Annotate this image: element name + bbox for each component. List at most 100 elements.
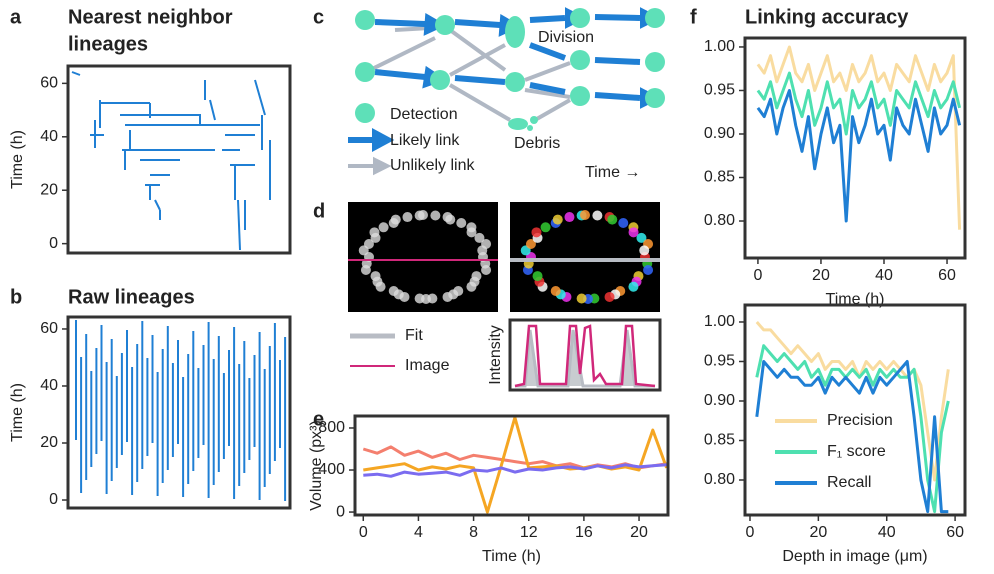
- x-tick-label: 8: [469, 524, 478, 541]
- y-axis-label: Volume (px³): [308, 420, 325, 511]
- y-tick-label: 60: [40, 320, 58, 337]
- cell: [576, 293, 587, 304]
- series-line: [756, 45, 962, 230]
- y-tick-label: 800: [318, 419, 345, 436]
- chart-title: Linking accuracy: [745, 6, 909, 28]
- time-arrow-label: Time →: [585, 164, 640, 181]
- x-axis-label: Depth in image (μm): [782, 548, 927, 565]
- y-tick-label: 1.00: [704, 313, 735, 330]
- cell: [618, 218, 629, 229]
- y-tick-label: 0.80: [704, 471, 735, 488]
- y-tick-label: 20: [40, 434, 58, 451]
- cell: [388, 285, 399, 296]
- cell: [550, 285, 561, 296]
- cell: [607, 214, 618, 225]
- cell: [363, 239, 374, 250]
- panel-label: b: [10, 286, 22, 308]
- y-tick-label: 40: [40, 377, 58, 394]
- y-tick-label: 0: [49, 491, 58, 508]
- axis-label: Intensity: [487, 325, 504, 385]
- y-tick-label: 40: [40, 128, 58, 145]
- likely-link-label: Likely link: [390, 132, 460, 149]
- y-tick-label: 20: [40, 181, 58, 198]
- y-tick-label: 0.85: [704, 432, 735, 449]
- cell: [369, 227, 380, 238]
- y-tick-label: 60: [40, 75, 58, 92]
- x-axis-label: Time (h): [482, 548, 541, 565]
- plot-frame: [66, 315, 292, 510]
- cell: [466, 281, 477, 292]
- x-tick-label: 20: [812, 267, 830, 284]
- cell: [481, 264, 492, 275]
- y-tick-label: 0.95: [704, 353, 735, 370]
- cell: [418, 210, 428, 220]
- cell: [474, 232, 485, 243]
- unlikely-link-label: Unlikely link: [390, 157, 475, 174]
- legend-label: Fit: [405, 327, 423, 344]
- x-tick-label: 40: [878, 524, 896, 541]
- series-line: [363, 463, 667, 478]
- cell: [414, 293, 425, 304]
- cell: [531, 227, 542, 238]
- tracking-diagram: [348, 7, 665, 176]
- plot-frame: [66, 64, 292, 255]
- x-tick-label: 0: [746, 524, 755, 541]
- fit-profile: [515, 329, 655, 388]
- cell: [604, 291, 615, 302]
- y-tick-label: 0.90: [704, 392, 735, 409]
- x-tick-label: 0: [359, 524, 368, 541]
- series-line: [755, 344, 950, 514]
- x-tick-label: 12: [520, 524, 538, 541]
- x-tick-label: 40: [875, 267, 893, 284]
- cell: [540, 222, 551, 233]
- cell: [639, 245, 650, 256]
- y-axis-label: Time (h): [9, 383, 26, 442]
- chart-title: lineages: [68, 33, 148, 55]
- panel-label: c: [313, 6, 324, 28]
- legend-label: Precision: [827, 412, 893, 429]
- chart-title: Nearest neighbor: [68, 6, 233, 28]
- cell: [643, 264, 654, 275]
- cell: [430, 210, 441, 221]
- image-profile: [514, 324, 656, 388]
- plot-frame: [743, 36, 967, 260]
- cell: [628, 281, 639, 292]
- cell: [592, 210, 603, 221]
- x-tick-label: 60: [938, 267, 956, 284]
- x-tick-label: 20: [630, 524, 648, 541]
- cell: [525, 239, 536, 250]
- lineage-tree: [75, 320, 287, 501]
- cell: [564, 212, 575, 223]
- panel-label: e: [313, 408, 324, 430]
- lineage-tree: [71, 71, 271, 251]
- plot-frame: [353, 414, 670, 517]
- x-tick-label: 16: [575, 524, 593, 541]
- legend-label: Image: [405, 357, 450, 374]
- cell: [402, 212, 413, 223]
- y-tick-label: 400: [318, 461, 345, 478]
- division-label: Division: [538, 29, 594, 46]
- y-tick-label: 0.85: [704, 169, 735, 186]
- cell: [532, 271, 543, 282]
- cell: [445, 214, 456, 225]
- detection-label: Detection: [390, 106, 458, 123]
- cell: [378, 222, 389, 233]
- cell: [580, 210, 590, 220]
- series-line: [756, 89, 962, 223]
- cell: [466, 227, 477, 238]
- series-line: [755, 360, 949, 514]
- plot-frame: [743, 303, 967, 517]
- legend-label: F₁ score: [827, 443, 886, 460]
- cell: [628, 227, 639, 238]
- cell: [456, 218, 467, 229]
- panel-label: f: [690, 6, 697, 28]
- y-tick-label: 0: [49, 235, 58, 252]
- cell: [552, 214, 563, 225]
- plot-frame: [508, 318, 662, 392]
- y-tick-label: 0.95: [704, 82, 735, 99]
- cell: [370, 271, 381, 282]
- y-axis-label: Time (h): [9, 130, 26, 189]
- y-tick-label: 0.90: [704, 125, 735, 142]
- debris-label: Debris: [514, 135, 560, 152]
- cell: [390, 214, 401, 225]
